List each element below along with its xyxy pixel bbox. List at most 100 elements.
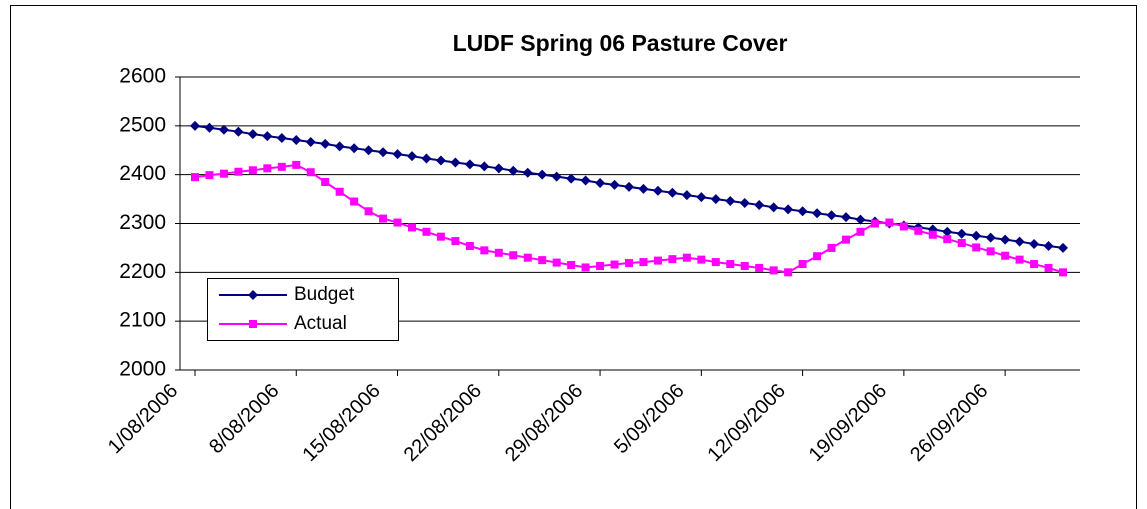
- y-tick-label: 2100: [119, 309, 166, 332]
- marker: [739, 197, 750, 208]
- marker: [755, 263, 764, 272]
- marker: [609, 179, 620, 190]
- y-tick-label: 2300: [119, 211, 166, 234]
- marker: [972, 243, 981, 252]
- marker: [465, 241, 474, 250]
- marker: [769, 266, 778, 275]
- marker: [1001, 251, 1010, 260]
- marker: [784, 268, 793, 277]
- marker: [668, 255, 677, 264]
- marker: [1059, 268, 1067, 277]
- marker: [812, 208, 823, 219]
- marker: [1015, 255, 1024, 264]
- marker: [349, 143, 360, 154]
- marker: [422, 227, 431, 236]
- marker: [233, 126, 244, 137]
- marker: [899, 222, 908, 231]
- marker: [522, 167, 533, 178]
- marker: [248, 290, 258, 300]
- marker: [249, 320, 257, 328]
- marker: [943, 235, 952, 244]
- marker: [350, 197, 359, 206]
- marker: [596, 261, 605, 270]
- legend-label: Actual: [294, 313, 347, 334]
- marker: [508, 165, 519, 176]
- marker: [856, 227, 865, 236]
- marker: [855, 214, 866, 225]
- marker: [1030, 260, 1039, 269]
- marker: [363, 145, 374, 156]
- marker: [408, 223, 416, 232]
- marker: [914, 226, 923, 235]
- marker: [681, 190, 692, 201]
- marker: [652, 185, 663, 196]
- marker: [262, 131, 273, 142]
- marker: [292, 160, 301, 169]
- marker: [726, 260, 735, 269]
- marker: [754, 199, 765, 210]
- marker: [450, 157, 461, 168]
- marker: [378, 147, 389, 158]
- marker: [885, 218, 894, 227]
- marker: [321, 177, 330, 186]
- marker: [740, 261, 749, 270]
- marker: [247, 129, 258, 140]
- marker: [451, 237, 460, 246]
- marker: [552, 258, 561, 267]
- marker: [826, 210, 837, 221]
- marker: [697, 255, 706, 264]
- legend-label: Budget: [294, 284, 355, 305]
- marker: [493, 163, 504, 174]
- marker: [653, 256, 662, 265]
- marker: [566, 173, 577, 184]
- marker: [624, 181, 634, 192]
- marker: [942, 226, 953, 237]
- marker: [798, 260, 807, 269]
- marker: [957, 239, 966, 248]
- marker: [827, 243, 836, 252]
- y-tick-label: 2200: [119, 260, 166, 283]
- marker: [1029, 239, 1040, 250]
- marker: [1044, 263, 1053, 272]
- marker: [219, 169, 228, 178]
- marker: [291, 134, 302, 145]
- marker: [696, 192, 707, 203]
- marker: [567, 261, 576, 270]
- marker: [725, 196, 736, 207]
- marker: [305, 136, 316, 147]
- marker: [480, 246, 489, 255]
- marker: [407, 151, 417, 162]
- marker: [710, 194, 721, 205]
- marker: [509, 251, 518, 260]
- marker: [1058, 242, 1068, 253]
- marker: [190, 120, 200, 131]
- marker: [610, 260, 619, 269]
- marker: [276, 133, 287, 144]
- marker: [205, 171, 214, 180]
- marker: [783, 204, 794, 215]
- marker: [1000, 234, 1011, 245]
- marker: [335, 187, 344, 196]
- y-tick-label: 2400: [119, 162, 166, 185]
- marker: [971, 230, 982, 241]
- marker: [1043, 240, 1054, 251]
- marker: [768, 202, 779, 213]
- marker: [263, 164, 272, 173]
- marker: [813, 252, 822, 261]
- marker: [842, 235, 850, 244]
- marker: [306, 168, 315, 177]
- marker: [682, 253, 691, 262]
- marker: [392, 149, 403, 160]
- marker: [870, 219, 879, 228]
- y-tick-label: 2000: [119, 358, 166, 381]
- marker: [393, 218, 402, 227]
- marker: [191, 173, 199, 182]
- marker: [464, 159, 475, 170]
- marker: [1014, 236, 1025, 247]
- marker: [494, 248, 503, 257]
- marker: [379, 214, 388, 223]
- marker: [797, 206, 808, 217]
- y-tick-label: 2500: [119, 113, 166, 136]
- marker: [421, 153, 432, 164]
